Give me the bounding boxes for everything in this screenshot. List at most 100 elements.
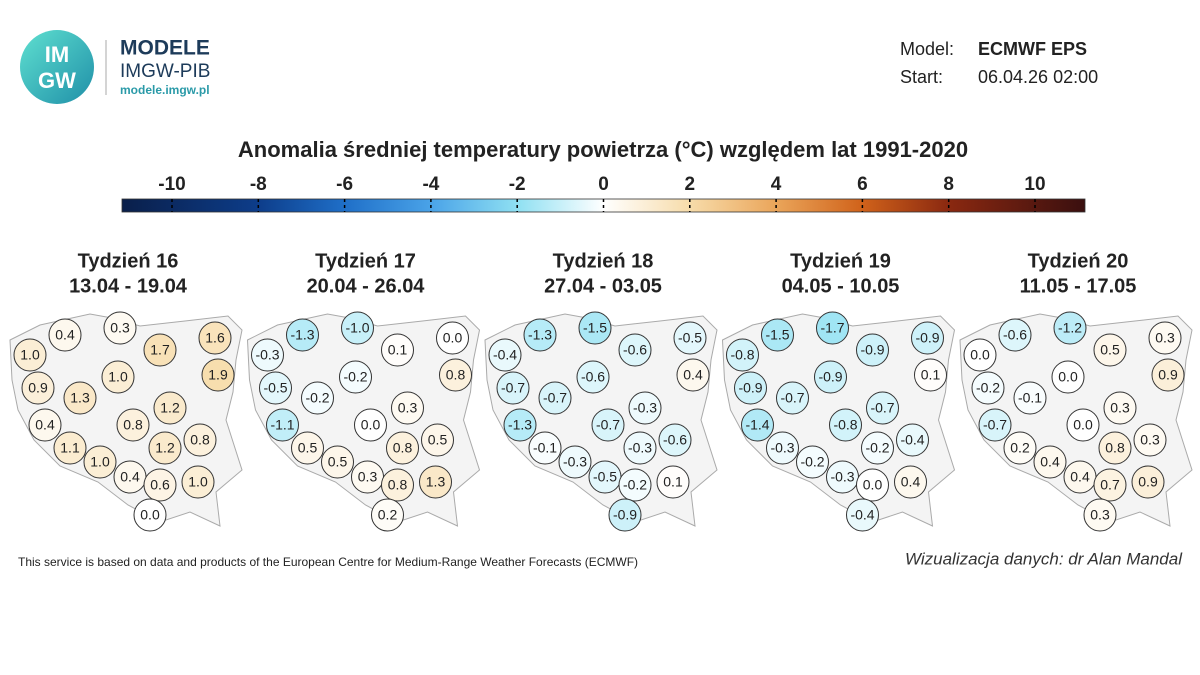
station-value: -0.3 [633,400,657,416]
station-value: 0.1 [388,342,408,358]
colorbar-tick-label: -8 [250,174,267,195]
station-marker [856,333,889,367]
station-marker [1093,333,1127,367]
station-value: 0.9 [28,380,48,396]
station-value: -1.2 [1058,320,1082,336]
station-marker [761,318,794,352]
station-marker [796,445,829,479]
station-marker [1093,468,1127,502]
station-value: -0.5 [593,469,617,485]
station-marker [734,371,767,405]
station-value: 0.9 [1138,474,1158,490]
station-value: 0.0 [863,477,883,493]
station-marker [103,311,137,345]
station-value: 1.7 [150,342,170,358]
station-marker [911,321,944,355]
week-title: Tydzień 18 [553,250,654,272]
station-value: -0.5 [678,330,702,346]
station-value: -0.1 [533,440,557,456]
url[interactable]: modele.imgw.pl [120,83,210,97]
station-marker [116,408,150,442]
colorbar-tick-label: 4 [771,174,782,195]
station-value: -0.2 [800,454,824,470]
station-marker [201,358,235,392]
station-value: -0.9 [818,369,842,385]
station-marker [153,391,187,425]
station-value: -0.4 [850,507,874,523]
start-value: 06.04.26 02:00 [978,67,1098,87]
station-value: -0.6 [623,342,647,358]
station-value: -0.1 [1018,390,1042,406]
station-value: -0.7 [983,417,1007,433]
station-value: 0.1 [663,474,683,490]
station-marker [618,468,652,502]
station-value: -0.3 [628,440,652,456]
station-value: 0.3 [1140,432,1160,448]
logo[interactable] [20,30,94,104]
week-dates: 27.04 - 03.05 [544,275,662,297]
station-value: -0.3 [830,469,854,485]
station-value: -0.7 [543,390,567,406]
station-marker [181,465,215,499]
colorbar-tick-label: 6 [857,174,868,195]
station-marker [1098,431,1132,465]
station-marker [21,371,55,405]
start-label: Start: [900,67,943,87]
station-marker [963,338,997,372]
station-marker [371,498,404,532]
station-value: -0.7 [501,380,525,396]
station-value: -1.3 [528,327,552,343]
station-marker [914,358,947,392]
station-value: 0.5 [328,454,348,470]
station-marker [143,468,177,502]
station-value: 0.5 [428,432,448,448]
station-marker [488,338,522,372]
station-marker [63,381,97,415]
station-value: 0.4 [120,469,140,485]
station-value: -0.3 [770,440,794,456]
week-dates: 11.05 - 17.05 [1020,275,1137,297]
station-marker [13,338,47,372]
station-marker [658,423,692,457]
station-value: 0.4 [35,417,55,433]
station-marker [1013,381,1047,415]
station-marker [676,358,710,392]
station-marker [578,311,612,345]
model-value: ECMWF EPS [978,39,1087,59]
station-value: -0.2 [976,380,1000,396]
colorbar-tick-label: -2 [509,174,526,195]
station-value: 0.9 [1158,367,1178,383]
station-marker [856,468,889,502]
station-marker [673,321,707,355]
station-value: 1.3 [426,474,446,490]
station-marker [1051,360,1085,394]
station-value: 1.0 [188,474,208,490]
station-marker [83,445,117,479]
station-value: -0.6 [663,432,687,448]
station-value: -0.2 [865,440,889,456]
station-value: 1.2 [160,400,180,416]
station-marker [766,431,799,465]
station-value: -0.8 [833,417,857,433]
week-dates: 20.04 - 26.04 [307,275,426,297]
week-panel: Tydzień 17 20.04 - 26.04 -1.3 -1.0 0.0 -0.3 0.… [246,250,481,532]
station-marker [1103,391,1137,425]
station-value: 1.6 [205,330,225,346]
station-marker [576,360,610,394]
station-marker [846,498,879,532]
station-marker [28,408,62,442]
station-marker [421,423,454,457]
org: IMGW-PIB [120,61,210,82]
station-marker [814,360,847,394]
station-value: 0.1 [921,367,941,383]
station-value: -0.8 [730,347,754,363]
station-value: -0.5 [263,380,287,396]
week-title: Tydzień 17 [315,250,416,272]
station-marker [978,408,1012,442]
logo-text: GW [38,68,76,93]
station-value: 0.3 [1155,330,1175,346]
station-marker [1066,408,1100,442]
station-marker [816,311,849,345]
